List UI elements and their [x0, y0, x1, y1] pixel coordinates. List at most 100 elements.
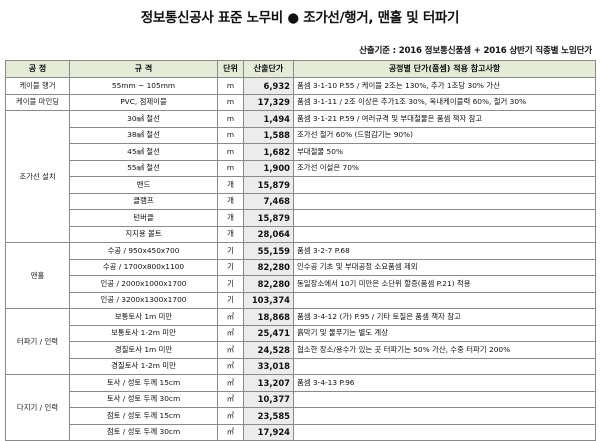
process-category: 다지기 / 인력	[5, 374, 70, 441]
process-category: 터파기 / 인력	[5, 308, 70, 375]
note-cell	[293, 192, 596, 210]
table-row: 인공 / 3200x1300x1700 기 103,374	[6, 291, 596, 309]
price-cell: 15,879	[243, 176, 294, 194]
table-row: 55㎟ 철선 m 1,900 조가선 이설은 70%	[6, 159, 596, 177]
unit-cell: ㎥	[217, 423, 244, 441]
process-category: 케이블 행거	[5, 77, 70, 95]
spec-cell: 인공 / 3200x1300x1700	[69, 291, 218, 309]
price-cell: 17,329	[243, 93, 294, 111]
price-cell: 24,528	[243, 341, 294, 359]
table-row: 터파기 / 인력 보통토사 1m 미만 ㎥ 18,868 품셈 3-4-12 (가) P…	[5, 308, 596, 375]
unit-cell: m	[217, 159, 244, 177]
note-cell	[293, 291, 596, 309]
note-cell	[293, 390, 596, 408]
note-cell: 인수공 기초 및 부대공정 소요품셈 제외	[293, 258, 596, 276]
note-cell: 품셈 3-1-21 P.59 / 여러규격 및 부대철물은 품셈 책자 참고	[293, 110, 596, 128]
table-row: 점토 / 성토 두께 15cm ㎥ 23,585	[6, 407, 596, 425]
spec-cell: 인공 / 2000x1000x1700	[69, 275, 218, 293]
note-cell: 부대철물 50%	[293, 143, 596, 161]
price-cell: 6,932	[243, 77, 294, 95]
spec-cell: 지지용 볼트	[69, 225, 218, 243]
note-cell	[293, 209, 596, 227]
table-row: 점토 / 성토 두께 30cm ㎥ 17,924	[6, 423, 596, 441]
table-row: 클램프 개 7,468	[6, 192, 596, 210]
price-cell: 7,468	[243, 192, 294, 210]
table-row: 38㎟ 철선 m 1,588 조가선 철거 60% (드럼감기는 90%)	[6, 126, 596, 144]
note-cell: 동일장소에서 10기 미만은 소단위 할증(품셈 P.21) 적용	[293, 275, 596, 293]
spec-cell: 55㎟ 철선	[69, 159, 218, 177]
unit-cell: ㎥	[217, 390, 244, 408]
price-cell: 1,682	[243, 143, 294, 161]
unit-cell: m	[217, 126, 244, 144]
note-cell: 품셈 3-1-11 / 2조 이상은 추가1조 30%, 옥내케이블력 60%,…	[293, 93, 596, 111]
unit-cell: ㎥	[217, 357, 244, 375]
unit-cell: m	[217, 110, 244, 128]
spec-cell: 30㎟ 철선	[69, 110, 218, 128]
process-category: 맨홀	[5, 242, 70, 309]
unit-cell: 개	[217, 176, 244, 194]
calculation-basis: 산출기준 : 2016 정보통신품셈 + 2016 상반기 직종별 노임단가	[359, 46, 592, 56]
table-row: 다지기 / 인력 토사 / 성토 두께 15cm ㎥ 13,207 품셈 3-4-13 …	[5, 374, 596, 441]
table-row: 45㎟ 철선 m 1,682 부대철물 50%	[6, 143, 596, 161]
note-cell: 조가선 이설은 70%	[293, 159, 596, 177]
unit-cell: 개	[217, 192, 244, 210]
table-row: 수공 / 1700x800x1100 기 82,280 인수공 기초 및 부대공정 소…	[6, 258, 596, 276]
note-cell	[293, 176, 596, 194]
table-row: 보통토사 1-2m 미만 ㎥ 25,471 흙막기 및 물푸기는 별도 계상	[6, 324, 596, 342]
note-cell: 품셈 3-1-10 P.55 / 케이블 2조는 130%, 추가 1조당 30…	[293, 77, 596, 95]
table-row: 지지용 볼트 개 28,064	[6, 225, 596, 243]
note-cell: 품셈 3-4-13 P.96	[293, 374, 596, 392]
unit-cell: 기	[217, 258, 244, 276]
unit-cell: m	[217, 143, 244, 161]
header-spec: 규 격	[69, 60, 218, 78]
price-cell: 82,280	[243, 275, 294, 293]
process-category: 케이블 마인딩	[5, 93, 70, 111]
note-cell	[293, 407, 596, 425]
table-row: 인공 / 2000x1000x1700 기 82,280 동일장소에서 10기 미만은…	[6, 275, 596, 293]
spec-cell: 55mm ~ 105mm	[69, 77, 218, 95]
price-cell: 25,471	[243, 324, 294, 342]
table-row: 맨홀 수공 / 950x450x700 기 55,159 품셈 3-2-7 P.68	[5, 242, 596, 309]
header-note: 공정별 단가(품셈) 적용 참고사항	[293, 60, 596, 78]
note-cell	[293, 357, 596, 375]
price-cell: 13,207	[243, 374, 294, 392]
spec-cell: 점토 / 성토 두께 30cm	[69, 423, 218, 441]
unit-cell: ㎥	[217, 308, 244, 326]
price-cell: 17,924	[243, 423, 294, 441]
table-row: 케이블 마인딩 PVC, 점제이블 m 17,329 품셈 3-1-11 / 2조 이상…	[5, 93, 596, 111]
table-row: 조가선 설치 30㎟ 철선 m 1,494 품셈 3-1-21 P.59 / 여러규격 …	[5, 110, 596, 243]
price-cell: 55,159	[243, 242, 294, 260]
table-row: 토사 / 성토 두께 30cm ㎥ 10,377	[6, 390, 596, 408]
unit-cell: m	[217, 77, 244, 95]
price-cell: 1,588	[243, 126, 294, 144]
price-cell: 33,018	[243, 357, 294, 375]
price-cell: 23,585	[243, 407, 294, 425]
unit-cell: ㎥	[217, 324, 244, 342]
unit-cell: 기	[217, 242, 244, 260]
price-cell: 10,377	[243, 390, 294, 408]
header-price: 산출단가	[243, 60, 294, 78]
note-cell: 품셈 3-2-7 P.68	[293, 242, 596, 260]
spec-cell: 보통토사 1m 미만	[69, 308, 218, 326]
price-cell: 18,868	[243, 308, 294, 326]
table-header-row: 공 정 규 격 단위 산출단가 공정별 단가(품셈) 적용 참고사항	[5, 60, 596, 78]
unit-cell: ㎥	[217, 374, 244, 392]
spec-cell: 밴드	[69, 176, 218, 194]
price-cell: 15,879	[243, 209, 294, 227]
note-cell: 조가선 철거 60% (드럼감기는 90%)	[293, 126, 596, 144]
price-cell: 103,374	[243, 291, 294, 309]
spec-cell: 수공 / 950x450x700	[69, 242, 218, 260]
price-cell: 1,900	[243, 159, 294, 177]
unit-cell: ㎥	[217, 407, 244, 425]
labor-cost-table: 공 정 규 격 단위 산출단가 공정별 단가(품셈) 적용 참고사항 케이블 행…	[5, 60, 596, 441]
table-row: 밴드 개 15,879	[6, 176, 596, 194]
spec-cell: 토사 / 성토 두께 30cm	[69, 390, 218, 408]
header-unit: 단위	[217, 60, 244, 78]
table-row: 케이블 행거 55mm ~ 105mm m 6,932 품셈 3-1-10 P.55 /…	[5, 77, 596, 95]
spec-cell: 38㎟ 철선	[69, 126, 218, 144]
price-cell: 28,064	[243, 225, 294, 243]
unit-cell: m	[217, 93, 244, 111]
spec-cell: 경질토사 1m 미만	[69, 341, 218, 359]
unit-cell: 개	[217, 225, 244, 243]
price-cell: 1,494	[243, 110, 294, 128]
